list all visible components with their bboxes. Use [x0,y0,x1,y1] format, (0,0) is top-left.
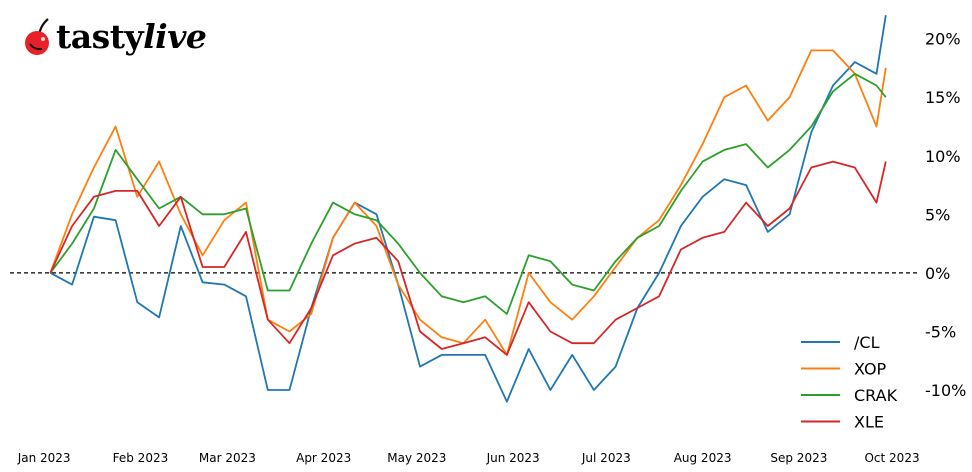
tastylive-logo: tastylive [22,14,207,58]
logo-wordmark: tastylive [56,16,207,56]
x-tick-label: Apr 2023 [296,451,351,465]
y-tick-label: 5% [925,205,950,224]
y-tick-label: -10% [925,381,966,400]
x-tick-label: Jan 2023 [17,451,71,465]
legend-label: XLE [854,413,884,432]
series-line-cl [49,15,887,403]
logo-text-tasty: tasty [56,16,144,56]
series-line-xle [49,160,887,356]
legend-label: CRAK [854,386,898,405]
x-tick-label: Oct 2023 [864,451,919,465]
x-tick-label: Jun 2023 [486,451,540,465]
cherry-icon [25,18,49,55]
logo-text-live: live [143,16,207,56]
y-tick-label: 10% [925,147,961,166]
legend-label: /CL [854,333,880,352]
series-line-crak [49,72,887,315]
y-tick-label: 15% [925,88,961,107]
y-tick-label: 0% [925,264,950,283]
legend: /CL XOP CRAK XLE [801,333,898,432]
x-tick-label: Jul 2023 [581,451,631,465]
x-tick-label: Aug 2023 [674,451,732,465]
legend-label: XOP [854,360,887,379]
x-tick-label: Sep 2023 [770,451,827,465]
y-tick-label: 20% [925,30,961,49]
x-tick-label: Mar 2023 [199,451,256,465]
y-tick-label: -5% [925,322,956,341]
x-tick-label: May 2023 [387,451,446,465]
x-tick-label: Feb 2023 [113,451,169,465]
